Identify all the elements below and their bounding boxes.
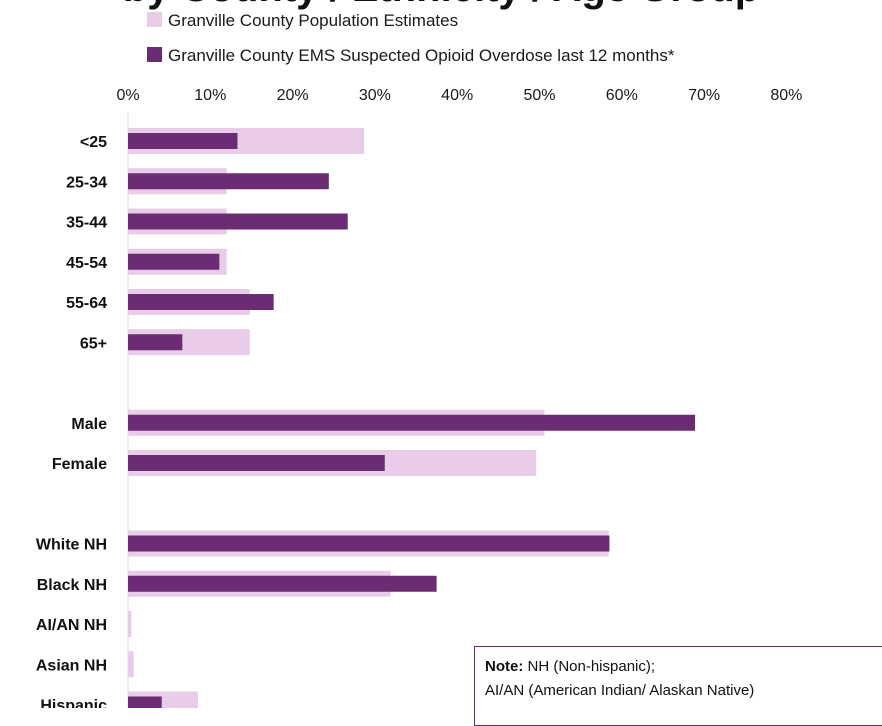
- x-axis: 0% 10% 20% 30% 40% 50% 60% 70% 80%: [116, 87, 802, 104]
- category-label: 45-54: [66, 255, 107, 272]
- bar-ems-overdose: [128, 294, 274, 310]
- category-label: 65+: [80, 335, 107, 352]
- bar-ems-overdose: [128, 575, 437, 592]
- category-label: Hispanic: [40, 698, 107, 709]
- category-label: AI/AN NH: [36, 617, 107, 634]
- chart-area: Granville County Population Estimates Gra…: [36, 11, 802, 709]
- category-label: White NH: [36, 537, 107, 554]
- category-label: 55-64: [66, 295, 107, 312]
- legend-label-1: Granville County Population Estimates: [168, 11, 458, 30]
- legend-swatch-1: [147, 12, 162, 27]
- x-tick-label: 10%: [194, 87, 226, 104]
- x-tick-label: 0%: [116, 87, 139, 104]
- bar-ems-overdose: [128, 414, 696, 431]
- bar-ems-overdose: [128, 455, 385, 471]
- y-axis: <25 25-34 35-44 45-54 55-64 65+ Male Female Whit…: [36, 112, 129, 709]
- bars: [128, 128, 696, 708]
- note-line-2: AI/AN (American Indian/ Alaskan Native): [485, 682, 755, 699]
- x-tick-label: 20%: [277, 87, 309, 104]
- x-tick-label: 50%: [523, 87, 555, 104]
- category-label: Asian NH: [36, 657, 107, 674]
- legend-swatch-2: [147, 47, 162, 62]
- bar-ems-overdose: [128, 133, 238, 149]
- legend: Granville County Population Estimates Gra…: [147, 11, 675, 65]
- bar-ems-overdose: [128, 696, 162, 708]
- x-tick-label: 60%: [606, 87, 638, 104]
- note-text-1: NH (Non-hispanic);: [523, 658, 656, 675]
- x-tick-label: 40%: [441, 87, 473, 104]
- category-label: Female: [52, 456, 107, 473]
- bar-ems-overdose: [128, 535, 610, 552]
- category-label: <25: [80, 134, 107, 151]
- bar-population: [128, 651, 134, 678]
- category-label: Male: [71, 416, 107, 433]
- category-label: 25-34: [66, 174, 107, 191]
- x-tick-label: 80%: [770, 87, 802, 104]
- legend-label-2: Granville County EMS Suspected Opioid Ov…: [168, 46, 675, 65]
- note-label: Note:: [485, 658, 524, 675]
- bar-population: [128, 611, 132, 637]
- bar-ems-overdose: [128, 334, 183, 351]
- chart-title: by County / Ethnicity / Age Group: [0, 0, 882, 11]
- bar-ems-overdose: [128, 173, 329, 190]
- category-label: 35-44: [66, 215, 107, 232]
- x-tick-label: 70%: [688, 87, 720, 104]
- bar-ems-overdose: [128, 213, 348, 230]
- bar-ems-overdose: [128, 253, 220, 270]
- note-box: Note: NH (Non-hispanic); AI/AN (American…: [474, 646, 882, 726]
- category-label: Black NH: [37, 577, 107, 594]
- x-tick-label: 30%: [359, 87, 391, 104]
- note-line-1: Note: NH (Non-hispanic);: [485, 655, 882, 679]
